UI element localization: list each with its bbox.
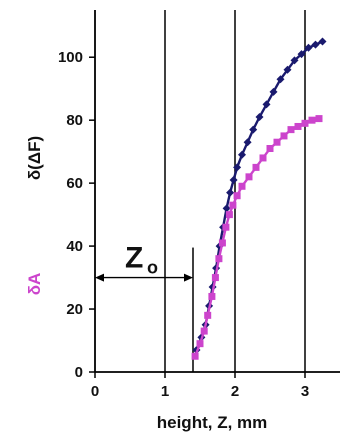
point-delta_a-17 [273, 138, 281, 146]
point-delta_f-22 [304, 43, 313, 52]
point-delta_f-19 [283, 65, 292, 74]
x-axis-label: height, Z, mm [157, 413, 268, 432]
y-tick-label-60: 60 [66, 175, 83, 192]
y-tick-label-0: 0 [75, 364, 83, 381]
point-delta_f-13 [243, 138, 252, 147]
point-delta_a-21 [301, 119, 309, 127]
x-tick-label-1: 1 [161, 383, 169, 400]
z0-label-subscript: o [147, 258, 158, 278]
point-delta_f-23 [311, 40, 320, 49]
y-tick-label-80: 80 [66, 112, 83, 129]
point-delta_a-3 [204, 311, 212, 319]
point-delta_a-10 [229, 201, 237, 209]
point-delta_f-24 [318, 37, 327, 46]
x-tick-label-2: 2 [231, 383, 239, 400]
series [191, 37, 327, 360]
point-delta_f-10 [229, 175, 238, 184]
point-delta_a-2 [200, 327, 208, 335]
point-delta_a-9 [225, 211, 233, 219]
point-delta_a-15 [259, 154, 267, 162]
series-line-delta_a [193, 117, 320, 357]
point-delta_a-8 [222, 223, 230, 231]
z0-label: Z [125, 242, 143, 275]
tick-labels: 0 20 40 60 80 100 0 1 2 3 [58, 49, 309, 400]
point-delta_a-22 [308, 116, 316, 124]
point-delta_a-18 [280, 132, 288, 140]
point-delta_f-16 [262, 100, 271, 109]
point-delta_f-8 [222, 204, 231, 213]
point-delta_f-9 [226, 188, 235, 197]
point-delta_f-15 [255, 113, 264, 122]
point-delta_a-4 [208, 292, 216, 300]
point-delta_a-12 [238, 182, 246, 190]
point-delta_a-5 [211, 274, 219, 282]
y-tick-label-20: 20 [66, 301, 83, 318]
series-line-delta_f [195, 40, 323, 351]
point-delta_f-12 [238, 150, 246, 159]
series-delta_a [191, 115, 323, 360]
y-tick-label-100: 100 [58, 49, 83, 66]
point-delta_f-11 [233, 163, 242, 172]
grid [164, 10, 306, 372]
point-delta_a-13 [245, 173, 253, 181]
z0-arrow-head-right [184, 273, 193, 282]
point-delta_a-11 [233, 192, 241, 200]
x-tick-label-3: 3 [301, 383, 309, 400]
point-delta_a-6 [215, 255, 223, 263]
point-delta_a-20 [294, 122, 302, 130]
point-delta_f-20 [290, 56, 299, 65]
point-delta_a-0 [191, 352, 199, 360]
point-delta_a-7 [218, 239, 226, 247]
y-tick-label-40: 40 [66, 238, 83, 255]
point-delta_f-21 [297, 50, 306, 59]
point-delta_f-17 [269, 87, 278, 96]
z0-arrow-head-left [95, 273, 104, 282]
y-axis-label-delta-a: δA [25, 273, 44, 296]
point-delta_a-23 [315, 115, 323, 123]
y-axis-label-delta-f: δ(ΔF) [25, 136, 44, 180]
point-delta_a-19 [287, 126, 295, 134]
point-delta_a-16 [266, 145, 274, 153]
x-tick-label-0: 0 [91, 383, 99, 400]
point-delta_f-14 [249, 125, 258, 134]
point-delta_a-14 [252, 163, 260, 171]
point-delta_f-18 [276, 75, 285, 84]
series-delta_f [192, 37, 327, 354]
axes [89, 10, 340, 378]
point-delta_a-1 [196, 340, 204, 348]
